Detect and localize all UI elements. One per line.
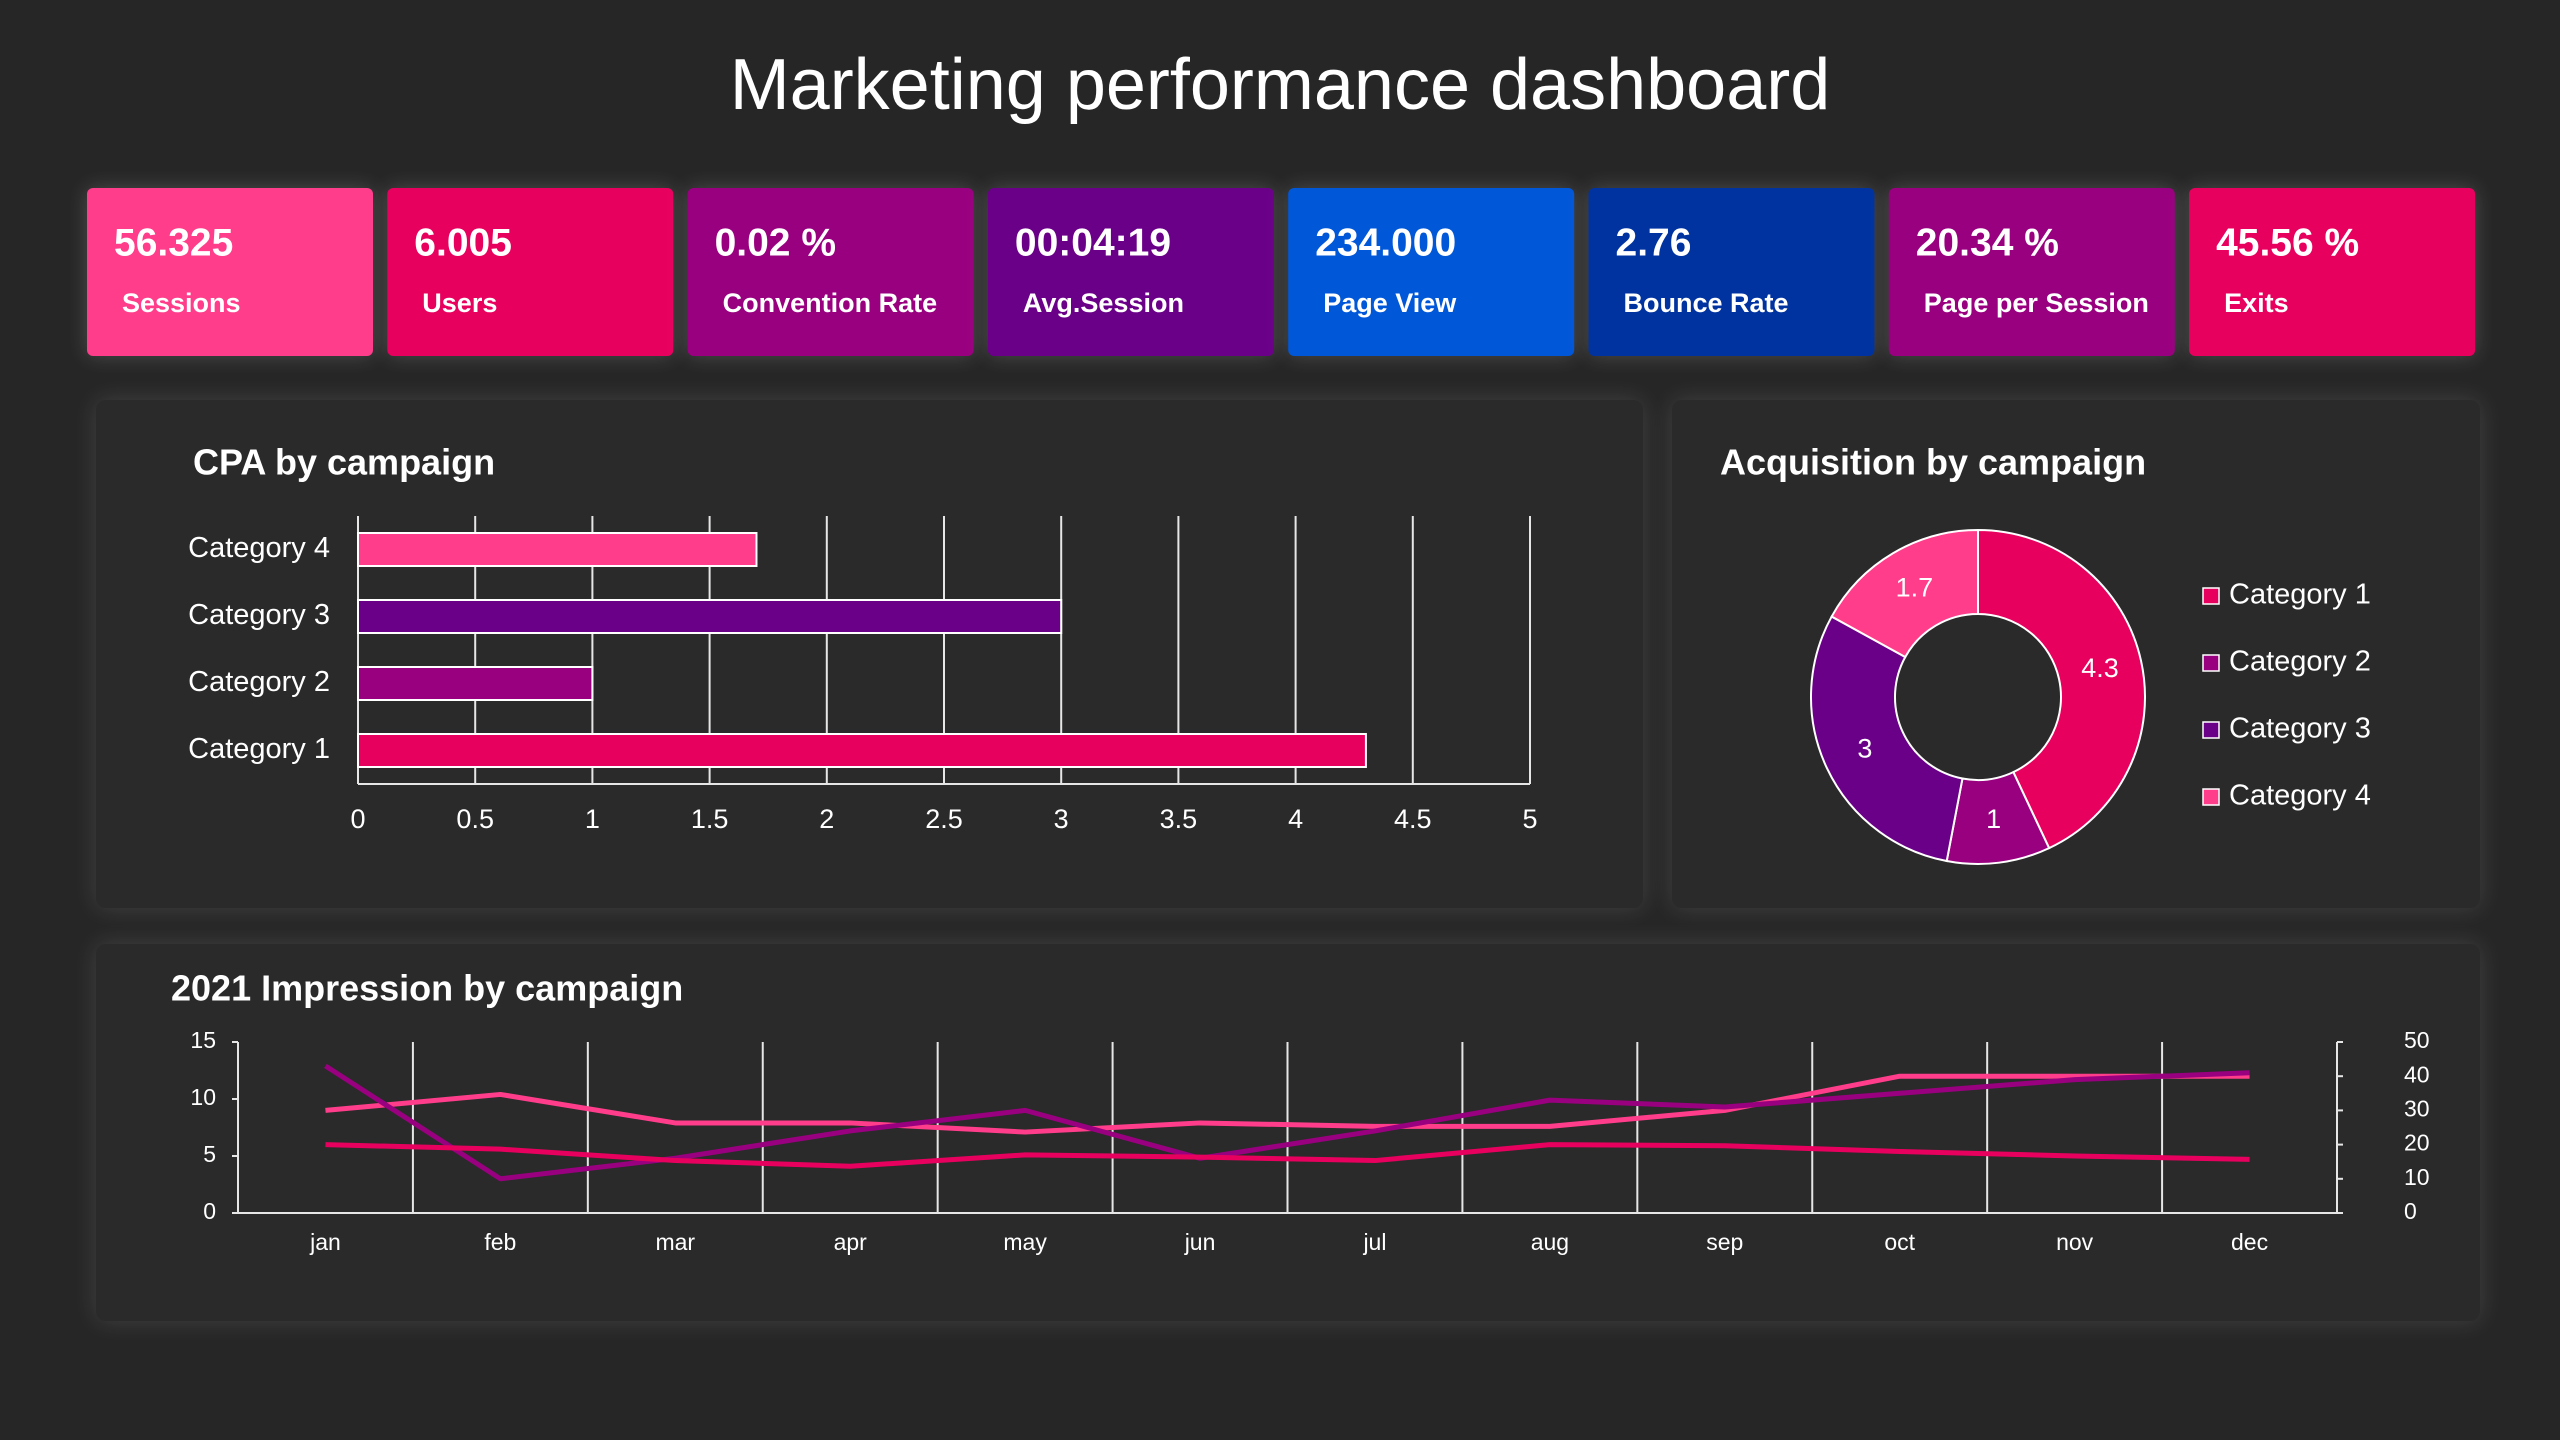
x-tick-label: nov [2056, 1229, 2094, 1255]
x-tick-label: jul [1362, 1229, 1386, 1255]
x-tick-label: dec [2231, 1229, 2268, 1255]
x-tick-label: 1 [585, 804, 600, 834]
x-tick-label: 3.5 [1160, 804, 1198, 834]
kpi-card [1588, 188, 1875, 356]
chart-title: Acquisition by campaign [1720, 442, 2146, 483]
x-tick-label: apr [834, 1229, 868, 1255]
kpi-card [2189, 188, 2476, 356]
bar [357, 599, 1063, 634]
chart-title: 2021 Impression by campaign [171, 968, 683, 1009]
x-tick-label: 4.5 [1394, 804, 1432, 834]
kpi-card [1888, 188, 2175, 356]
kpi-card [987, 188, 1274, 356]
cpa-panel [96, 400, 1643, 908]
pie-slice [1977, 528, 2146, 850]
y-tick-label: Category 3 [188, 599, 330, 631]
kpi-label: Page View [1323, 288, 1457, 318]
line-series [325, 1142, 2250, 1169]
kpi-card [687, 188, 974, 356]
kpi-label: Page per Session [1924, 288, 2149, 318]
bar [357, 666, 594, 701]
kpi-label: Avg.Session [1023, 288, 1184, 318]
kpi-card [1288, 188, 1575, 356]
kpi-label: Sessions [122, 288, 241, 318]
y-tick-label: Category 2 [188, 666, 330, 698]
bar [357, 532, 758, 567]
dashboard-title: Marketing performance dashboard [730, 45, 1831, 125]
x-tick-label: 5 [1522, 804, 1537, 834]
legend-swatch [2202, 721, 2220, 739]
y-tick-label: 0 [203, 1198, 216, 1224]
data-label: 1.7 [1896, 573, 1934, 603]
legend-swatch [2202, 788, 2220, 806]
bar [357, 733, 1367, 768]
x-tick-label: aug [1531, 1229, 1569, 1255]
kpi-value: 234.000 [1315, 221, 1456, 264]
pie-slice [1830, 528, 1979, 659]
legend-swatch [2202, 654, 2220, 672]
x-tick-label: jan [309, 1229, 341, 1255]
kpi-label: Convention Rate [723, 288, 938, 318]
x-tick-label: 0 [350, 804, 365, 834]
kpi-value: 56.325 [114, 221, 233, 264]
x-tick-label: jun [1184, 1229, 1216, 1255]
y-tick-label: Category 4 [188, 532, 330, 564]
legend-label: Category 3 [2229, 713, 2371, 745]
pie-slice [1810, 615, 1964, 863]
y2-tick-label: 20 [2404, 1130, 2430, 1156]
y2-tick-label: 30 [2404, 1095, 2430, 1121]
kpi-label: Users [422, 288, 497, 318]
line-series [324, 1063, 2250, 1182]
kpi-card [87, 188, 373, 356]
x-tick-label: 1.5 [691, 804, 729, 834]
kpi-value: 20.34 % [1916, 221, 2059, 264]
x-tick-label: oct [1884, 1229, 1915, 1255]
kpi-value: 2.76 [1616, 221, 1692, 264]
y-tick-label: 10 [190, 1084, 216, 1110]
x-tick-label: 0.5 [456, 804, 494, 834]
chart-title: CPA by campaign [193, 442, 495, 483]
kpi-value: 45.56 % [2216, 221, 2359, 264]
y2-tick-label: 10 [2404, 1164, 2430, 1190]
line-series [325, 1073, 2250, 1135]
kpi-value: 0.02 % [715, 221, 836, 264]
x-tick-label: mar [655, 1229, 695, 1255]
x-tick-label: may [1003, 1229, 1047, 1255]
kpi-label: Exits [2224, 288, 2289, 318]
legend-label: Category 1 [2229, 579, 2371, 611]
data-label: 1 [1986, 804, 2001, 834]
kpi-value: 00:04:19 [1015, 221, 1171, 264]
x-tick-label: 2.5 [925, 804, 963, 834]
kpi-card [387, 188, 674, 356]
data-label: 4.3 [2081, 653, 2119, 683]
y-tick-label: 15 [190, 1027, 216, 1053]
y2-tick-label: 0 [2404, 1198, 2417, 1224]
y2-tick-label: 50 [2404, 1027, 2430, 1053]
x-tick-label: sep [1706, 1229, 1743, 1255]
kpi-label: Bounce Rate [1624, 288, 1789, 318]
x-tick-label: 3 [1054, 804, 1069, 834]
legend-label: Category 2 [2229, 646, 2371, 678]
legend-swatch [2202, 587, 2220, 605]
y2-tick-label: 40 [2404, 1061, 2430, 1087]
data-label: 3 [1857, 733, 1872, 763]
y-tick-label: Category 1 [188, 733, 330, 765]
kpi-value: 6.005 [414, 221, 512, 264]
x-tick-label: feb [484, 1229, 516, 1255]
x-tick-label: 2 [819, 804, 834, 834]
y-tick-label: 5 [203, 1141, 216, 1167]
legend-label: Category 4 [2229, 780, 2371, 812]
x-tick-label: 4 [1288, 804, 1303, 834]
